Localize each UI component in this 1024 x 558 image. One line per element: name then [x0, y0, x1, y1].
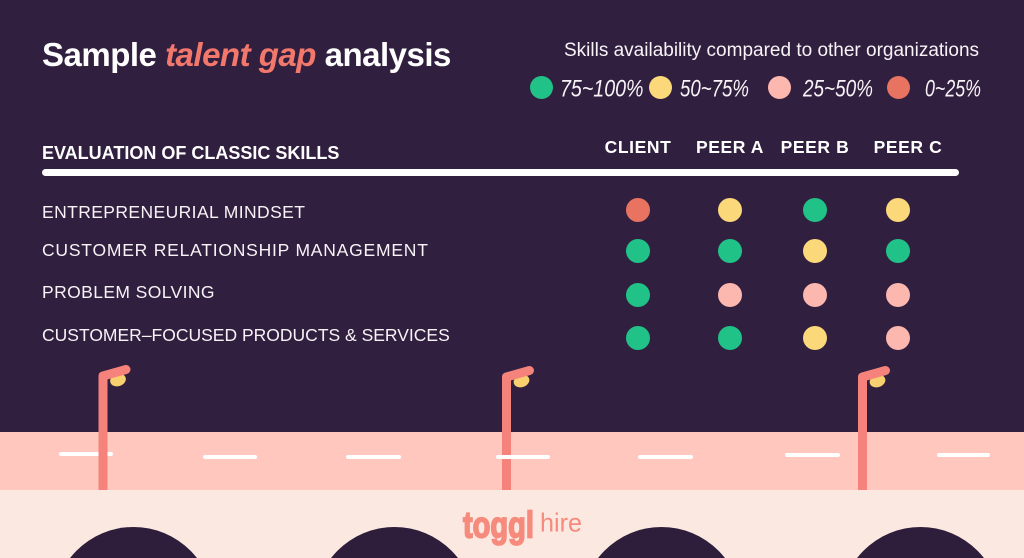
svg-text:75~100%: 75~100%	[560, 76, 644, 103]
svg-text:toggl: toggl	[463, 505, 534, 546]
svg-text:25~50%: 25~50%	[802, 76, 873, 103]
svg-text:0~25%: 0~25%	[925, 76, 981, 103]
svg-text:50~75%: 50~75%	[680, 76, 749, 103]
svg-text:hire: hire	[540, 508, 582, 538]
